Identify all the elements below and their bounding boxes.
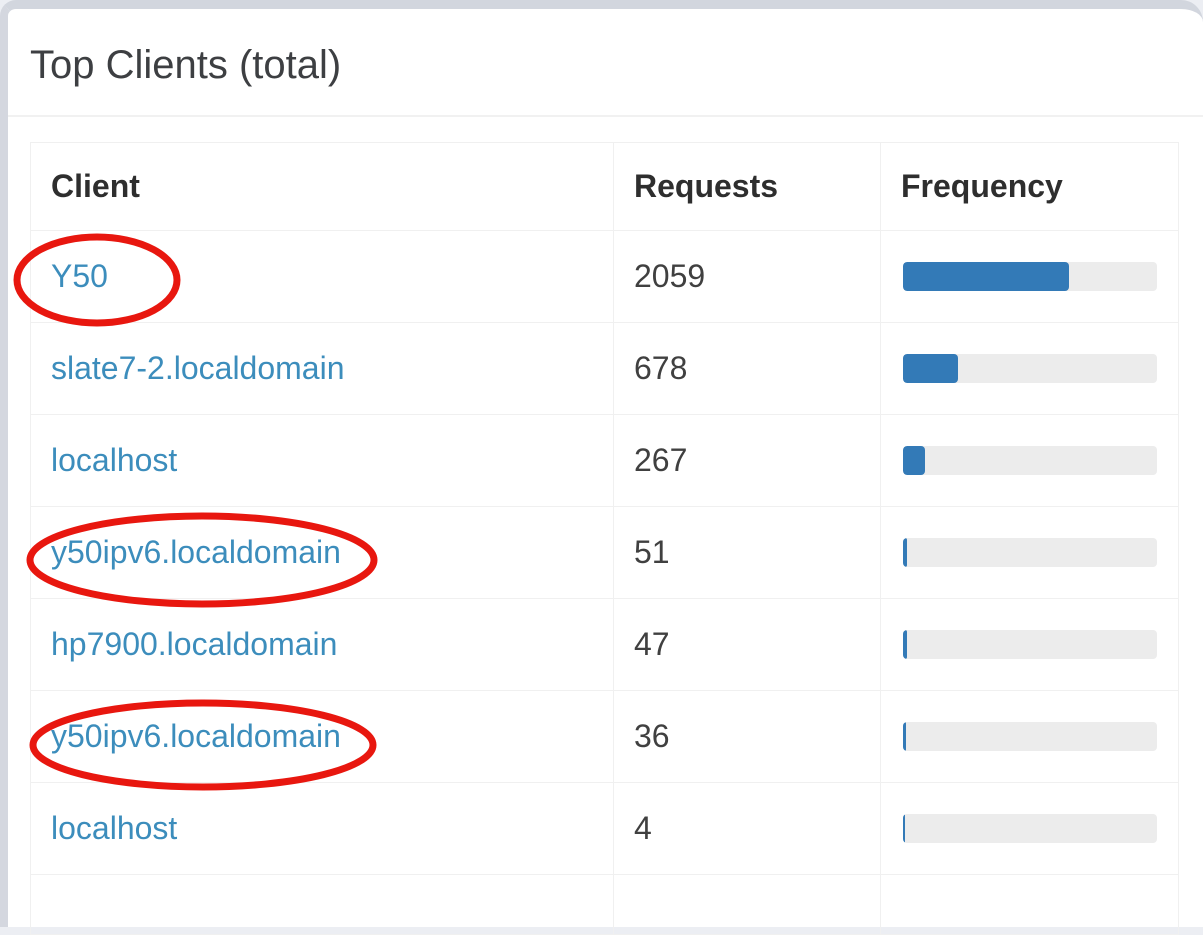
column-header-client: Client: [30, 142, 614, 231]
requests-cell: 47: [613, 598, 881, 691]
client-link[interactable]: slate7-2.localdomain: [51, 350, 345, 386]
requests-value: 36: [634, 718, 670, 754]
frequency-cell: [880, 414, 1179, 507]
client-link[interactable]: hp7900.localdomain: [51, 626, 338, 662]
card-header: Top Clients (total): [8, 9, 1203, 117]
requests-cell: 4: [613, 782, 881, 875]
requests-cell: 36: [613, 690, 881, 783]
client-link[interactable]: y50ipv6.localdomain: [51, 718, 341, 754]
frequency-bar-track: [903, 538, 1157, 567]
requests-cell: 51: [613, 506, 881, 599]
partial-cell: [613, 874, 881, 935]
client-cell: hp7900.localdomain: [30, 598, 614, 691]
frequency-bar-track: [903, 354, 1157, 383]
frequency-fill: [903, 814, 905, 843]
frequency-cell: [880, 506, 1179, 599]
table-row-partial: [30, 874, 1179, 935]
table-row: Y50 2059: [30, 230, 1179, 323]
frequency-bar-track: [903, 814, 1157, 843]
table-row: y50ipv6.localdomain 51: [30, 506, 1179, 599]
frequency-bar-track: [903, 630, 1157, 659]
table-row: hp7900.localdomain 47: [30, 598, 1179, 691]
requests-cell: 2059: [613, 230, 881, 323]
frequency-bar-track: [903, 722, 1157, 751]
frequency-fill: [903, 446, 925, 475]
requests-value: 4: [634, 810, 652, 846]
frequency-fill: [903, 262, 1070, 291]
client-link[interactable]: localhost: [51, 810, 178, 846]
client-cell: y50ipv6.localdomain: [30, 506, 614, 599]
frequency-fill: [903, 538, 908, 567]
requests-cell: 267: [613, 414, 881, 507]
frequency-cell: [880, 598, 1179, 691]
requests-value: 51: [634, 534, 670, 570]
table-body: Y50 2059 slate7-2.localdomain 678 localh…: [30, 230, 1179, 935]
frequency-cell: [880, 690, 1179, 783]
partial-cell: [30, 874, 614, 935]
client-link[interactable]: localhost: [51, 442, 178, 478]
frequency-fill: [903, 630, 907, 659]
header-row: Client Requests Frequency: [30, 142, 1179, 231]
card-title: Top Clients (total): [30, 43, 342, 87]
requests-value: 2059: [634, 258, 706, 294]
frequency-bar-track: [903, 446, 1157, 475]
requests-value: 678: [634, 350, 688, 386]
client-link[interactable]: Y50: [51, 258, 108, 294]
table-row: slate7-2.localdomain 678: [30, 322, 1179, 415]
client-cell: localhost: [30, 414, 614, 507]
top-clients-table: Client Requests Frequency Y50 2059 slate…: [30, 142, 1179, 935]
frequency-fill: [903, 354, 958, 383]
frequency-fill: [903, 722, 907, 751]
client-cell: y50ipv6.localdomain: [30, 690, 614, 783]
column-header-frequency: Frequency: [880, 142, 1179, 231]
frequency-cell: [880, 230, 1179, 323]
table-row: y50ipv6.localdomain 36: [30, 690, 1179, 783]
client-link[interactable]: y50ipv6.localdomain: [51, 534, 341, 570]
requests-value: 47: [634, 626, 670, 662]
client-cell: Y50: [30, 230, 614, 323]
requests-cell: 678: [613, 322, 881, 415]
partial-cell: [880, 874, 1179, 935]
client-cell: localhost: [30, 782, 614, 875]
frequency-cell: [880, 782, 1179, 875]
table-header: Client Requests Frequency: [30, 142, 1179, 231]
table-row: localhost 4: [30, 782, 1179, 875]
client-cell: slate7-2.localdomain: [30, 322, 614, 415]
requests-value: 267: [634, 442, 688, 478]
column-header-requests: Requests: [613, 142, 881, 231]
frequency-cell: [880, 322, 1179, 415]
table-row: localhost 267: [30, 414, 1179, 507]
frequency-bar-track: [903, 262, 1157, 291]
